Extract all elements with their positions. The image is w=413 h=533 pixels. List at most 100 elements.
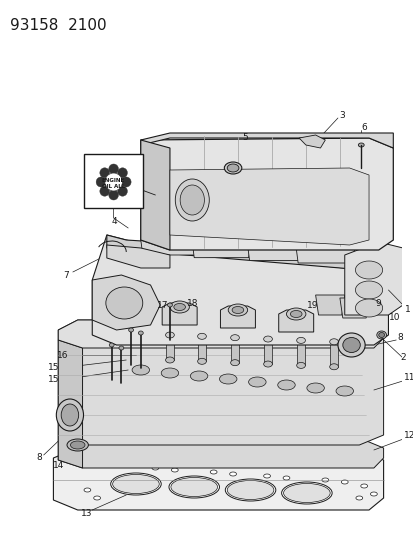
Ellipse shape [210, 470, 216, 474]
Polygon shape [53, 450, 383, 510]
Ellipse shape [106, 287, 142, 319]
Polygon shape [247, 238, 305, 261]
Polygon shape [140, 138, 392, 250]
Ellipse shape [100, 168, 109, 178]
Polygon shape [298, 135, 325, 148]
Ellipse shape [93, 458, 100, 462]
Ellipse shape [197, 333, 206, 340]
Ellipse shape [109, 190, 118, 200]
Text: 7: 7 [63, 271, 69, 279]
Ellipse shape [171, 478, 217, 497]
Text: 14: 14 [52, 461, 64, 470]
Ellipse shape [110, 473, 161, 495]
Polygon shape [58, 320, 383, 445]
Ellipse shape [282, 476, 289, 480]
Ellipse shape [109, 164, 118, 174]
Ellipse shape [283, 483, 330, 503]
Ellipse shape [173, 303, 185, 311]
Text: 19: 19 [306, 301, 318, 310]
Text: 3: 3 [338, 110, 344, 119]
Ellipse shape [100, 186, 109, 196]
Ellipse shape [335, 386, 353, 396]
Text: 93158  2100: 93158 2100 [9, 18, 106, 33]
Ellipse shape [296, 337, 305, 343]
Ellipse shape [337, 333, 364, 357]
Ellipse shape [128, 328, 133, 332]
Text: 15: 15 [47, 376, 59, 384]
Ellipse shape [358, 143, 363, 147]
Ellipse shape [117, 168, 127, 178]
Text: 18: 18 [186, 300, 197, 309]
Ellipse shape [167, 303, 172, 307]
Ellipse shape [277, 380, 294, 390]
Ellipse shape [113, 462, 120, 466]
Ellipse shape [290, 311, 301, 318]
Polygon shape [92, 275, 160, 330]
Ellipse shape [227, 481, 273, 499]
Polygon shape [297, 341, 304, 366]
Text: 4: 4 [112, 217, 117, 227]
Polygon shape [339, 298, 368, 318]
Ellipse shape [165, 357, 174, 363]
Ellipse shape [376, 331, 386, 339]
Polygon shape [278, 310, 313, 332]
Ellipse shape [286, 308, 305, 320]
Text: 2: 2 [399, 353, 405, 362]
Ellipse shape [161, 368, 178, 378]
Ellipse shape [329, 364, 337, 370]
Ellipse shape [248, 377, 266, 387]
Ellipse shape [138, 331, 143, 335]
Ellipse shape [355, 299, 382, 317]
Polygon shape [166, 335, 173, 360]
Polygon shape [344, 242, 402, 315]
Ellipse shape [263, 361, 272, 367]
Ellipse shape [342, 337, 359, 352]
Text: 5: 5 [241, 133, 247, 141]
Ellipse shape [281, 482, 331, 504]
Ellipse shape [170, 301, 189, 313]
Text: 11: 11 [403, 374, 413, 383]
Ellipse shape [132, 365, 149, 375]
Polygon shape [170, 168, 368, 245]
Text: ENGINE: ENGINE [102, 177, 125, 182]
Ellipse shape [230, 335, 239, 341]
Ellipse shape [121, 177, 131, 187]
Ellipse shape [230, 360, 239, 366]
Polygon shape [58, 438, 383, 468]
Ellipse shape [171, 468, 178, 472]
Text: 9: 9 [375, 298, 381, 308]
Text: 17: 17 [157, 302, 169, 311]
Text: OIL ALL: OIL ALL [102, 183, 125, 189]
Polygon shape [107, 245, 170, 268]
Ellipse shape [228, 304, 247, 316]
Ellipse shape [263, 474, 270, 478]
Ellipse shape [360, 484, 367, 488]
Polygon shape [230, 338, 238, 362]
Ellipse shape [329, 339, 337, 345]
Ellipse shape [232, 306, 243, 313]
Polygon shape [192, 235, 250, 257]
Polygon shape [295, 240, 354, 263]
Polygon shape [330, 342, 337, 367]
Text: 15: 15 [47, 364, 59, 373]
Text: 8: 8 [396, 334, 402, 343]
Ellipse shape [341, 480, 347, 484]
Polygon shape [263, 339, 271, 364]
Ellipse shape [370, 492, 376, 496]
Polygon shape [140, 232, 199, 255]
FancyBboxPatch shape [84, 154, 142, 208]
Polygon shape [92, 235, 387, 345]
Ellipse shape [355, 496, 362, 500]
Ellipse shape [104, 173, 122, 191]
Polygon shape [220, 306, 255, 328]
Ellipse shape [296, 362, 305, 368]
Text: 8: 8 [36, 454, 42, 463]
Text: 6: 6 [361, 124, 366, 133]
Ellipse shape [378, 333, 384, 337]
Ellipse shape [306, 383, 323, 393]
Ellipse shape [225, 479, 275, 501]
Ellipse shape [152, 466, 159, 470]
Ellipse shape [109, 343, 114, 347]
Text: 13: 13 [81, 508, 92, 518]
Polygon shape [140, 140, 170, 250]
